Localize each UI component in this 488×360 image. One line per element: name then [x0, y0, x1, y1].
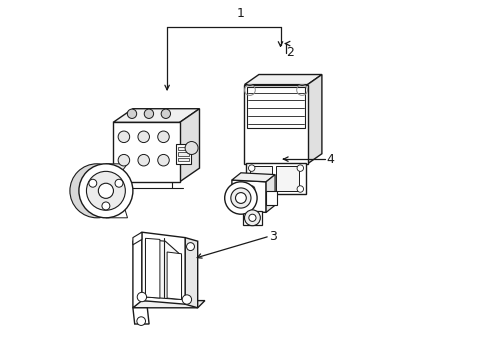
Bar — [113, 122, 179, 182]
Text: 1: 1 — [237, 7, 244, 20]
Text: 4: 4 — [326, 153, 334, 166]
Text: 2: 2 — [285, 46, 293, 59]
Circle shape — [118, 131, 129, 143]
Circle shape — [182, 295, 191, 304]
Bar — [246, 163, 305, 194]
Circle shape — [158, 131, 169, 143]
Circle shape — [224, 182, 257, 214]
Polygon shape — [133, 308, 149, 324]
Circle shape — [115, 179, 122, 187]
Circle shape — [296, 186, 303, 192]
Bar — [275, 166, 298, 191]
Circle shape — [102, 202, 110, 210]
Circle shape — [244, 210, 260, 226]
Bar — [247, 87, 304, 128]
Polygon shape — [242, 211, 262, 225]
Circle shape — [185, 141, 198, 154]
Circle shape — [144, 109, 153, 118]
Polygon shape — [106, 182, 127, 218]
Polygon shape — [145, 239, 181, 300]
Circle shape — [137, 317, 145, 325]
Circle shape — [248, 214, 256, 221]
Polygon shape — [133, 232, 142, 308]
Polygon shape — [185, 238, 197, 308]
Bar — [265, 191, 276, 205]
Circle shape — [248, 165, 254, 171]
Polygon shape — [133, 301, 204, 308]
Circle shape — [230, 188, 250, 208]
Circle shape — [79, 164, 133, 218]
Polygon shape — [113, 109, 199, 122]
Bar — [244, 85, 307, 164]
Circle shape — [118, 154, 129, 166]
Circle shape — [138, 131, 149, 143]
Polygon shape — [142, 232, 185, 304]
Circle shape — [98, 183, 113, 198]
Circle shape — [161, 109, 170, 118]
Circle shape — [296, 165, 303, 171]
Circle shape — [86, 171, 125, 210]
Polygon shape — [179, 109, 199, 182]
Circle shape — [70, 164, 123, 218]
Bar — [177, 152, 189, 156]
Circle shape — [89, 179, 97, 187]
Circle shape — [127, 109, 137, 118]
Bar — [176, 144, 191, 164]
Polygon shape — [231, 180, 265, 212]
Bar — [249, 166, 272, 191]
Polygon shape — [145, 238, 160, 298]
Polygon shape — [133, 232, 142, 245]
Circle shape — [248, 186, 254, 192]
Polygon shape — [167, 252, 181, 300]
Bar — [177, 147, 189, 150]
Circle shape — [137, 292, 146, 302]
Bar — [177, 158, 189, 161]
Polygon shape — [244, 75, 321, 85]
Circle shape — [138, 154, 149, 166]
Polygon shape — [231, 173, 275, 182]
Text: 3: 3 — [268, 230, 276, 243]
Circle shape — [235, 193, 246, 203]
Polygon shape — [106, 164, 127, 178]
Polygon shape — [265, 175, 275, 212]
Circle shape — [158, 154, 169, 166]
Polygon shape — [307, 75, 321, 164]
Circle shape — [186, 243, 194, 251]
